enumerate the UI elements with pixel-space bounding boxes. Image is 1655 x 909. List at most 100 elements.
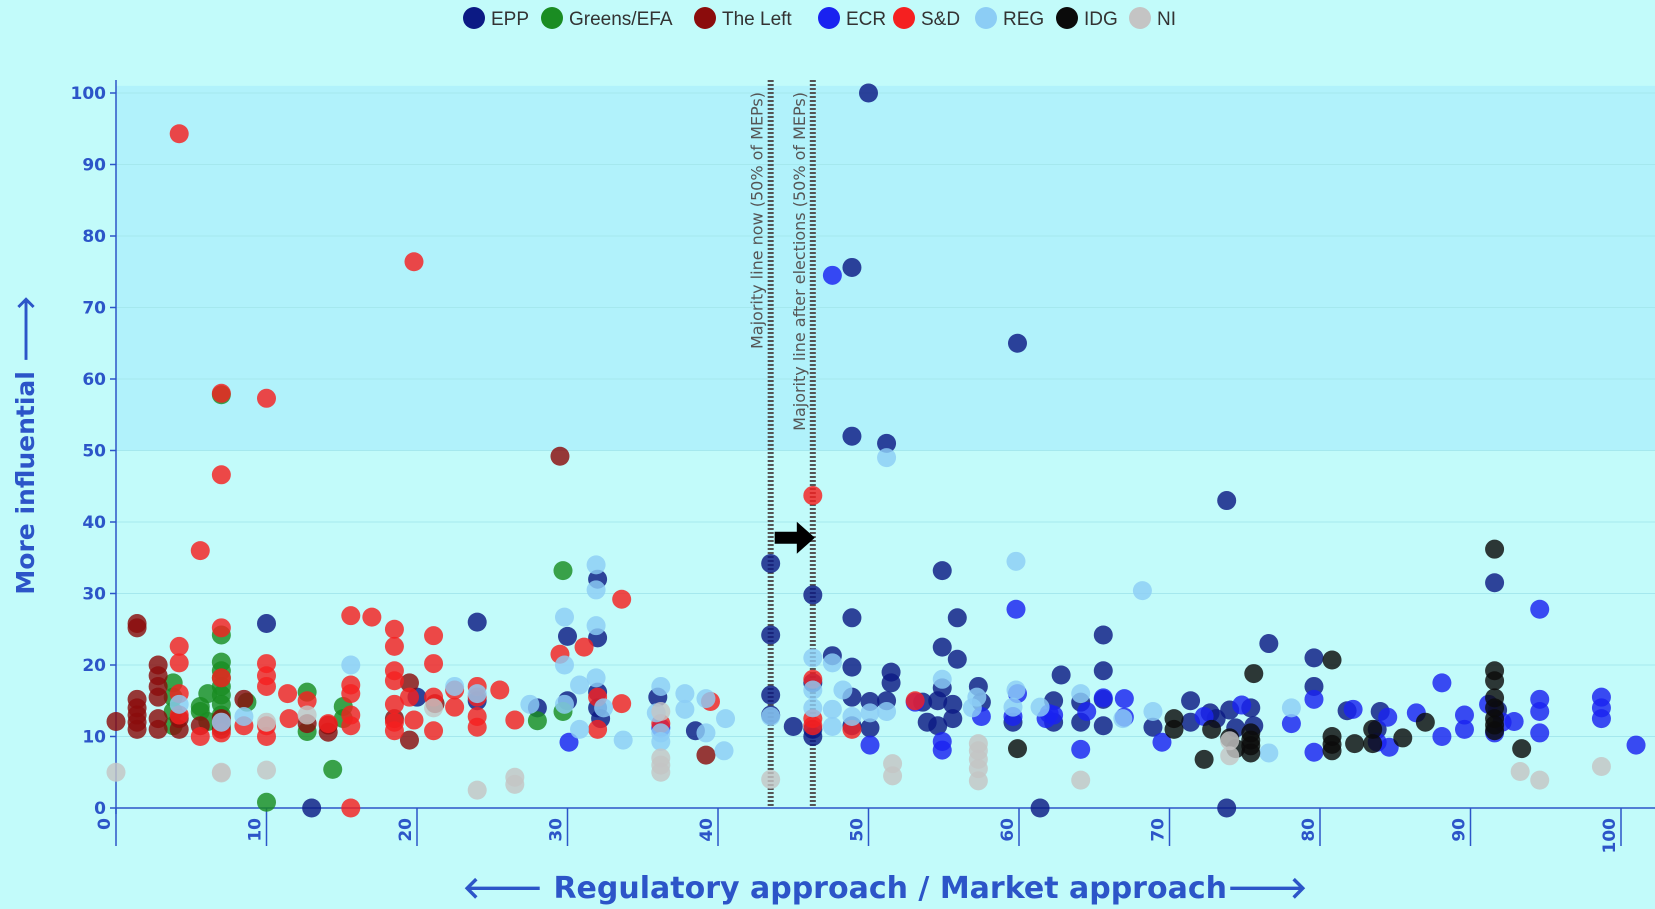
data-point[interactable] [169, 653, 189, 673]
data-point[interactable] [384, 721, 404, 741]
data-point[interactable] [833, 680, 853, 700]
data-point[interactable] [169, 719, 189, 739]
data-point[interactable] [554, 607, 574, 627]
data-point[interactable] [190, 727, 210, 746]
data-point[interactable] [761, 685, 781, 705]
data-point[interactable] [559, 732, 579, 752]
data-point[interactable] [570, 719, 590, 739]
data-point[interactable] [467, 684, 487, 704]
data-point[interactable] [553, 561, 573, 581]
data-point[interactable] [297, 691, 317, 711]
data-point[interactable] [1241, 736, 1261, 756]
data-point[interactable] [505, 710, 525, 730]
data-point[interactable] [1143, 717, 1163, 737]
data-point[interactable] [651, 732, 671, 752]
data-point[interactable] [1003, 697, 1023, 717]
data-point[interactable] [323, 759, 343, 779]
data-point[interactable] [211, 668, 231, 688]
data-point[interactable] [1363, 734, 1383, 754]
data-point[interactable] [1232, 695, 1252, 715]
data-point[interactable] [822, 653, 842, 673]
data-point[interactable] [1220, 746, 1240, 766]
data-point[interactable] [803, 680, 823, 700]
data-point[interactable] [190, 541, 210, 561]
data-point[interactable] [860, 718, 880, 738]
data-point[interactable] [1322, 741, 1342, 761]
data-point[interactable] [1304, 689, 1324, 709]
data-point[interactable] [1071, 739, 1091, 759]
data-point[interactable] [1304, 648, 1324, 668]
data-point[interactable] [148, 687, 168, 707]
data-point[interactable] [1071, 684, 1091, 704]
legend-item-ecr[interactable]: ECR [818, 7, 886, 30]
data-point[interactable] [947, 608, 967, 628]
data-point[interactable] [424, 626, 444, 646]
data-point[interactable] [932, 637, 952, 657]
data-point[interactable] [842, 608, 862, 628]
data-point[interactable] [234, 706, 254, 726]
legend-item-reg[interactable]: REG [975, 7, 1044, 30]
data-point[interactable] [803, 585, 823, 605]
data-point[interactable] [716, 709, 736, 729]
data-point[interactable] [1512, 739, 1532, 759]
data-point[interactable] [1194, 749, 1214, 769]
data-point[interactable] [399, 730, 419, 750]
data-point[interactable] [842, 657, 862, 677]
data-point[interactable] [1432, 673, 1452, 693]
data-point[interactable] [520, 694, 540, 714]
data-point[interactable] [424, 721, 444, 741]
data-point[interactable] [554, 655, 574, 675]
data-point[interactable] [803, 716, 823, 736]
data-point[interactable] [947, 649, 967, 669]
data-point[interactable] [257, 760, 276, 780]
data-point[interactable] [943, 709, 963, 729]
data-point[interactable] [445, 676, 465, 696]
data-point[interactable] [341, 655, 361, 675]
data-point[interactable] [594, 698, 614, 718]
legend-item-epp[interactable]: EPP [463, 7, 529, 30]
data-point[interactable] [877, 448, 897, 468]
data-point[interactable] [1030, 798, 1050, 818]
data-point[interactable] [278, 684, 298, 704]
data-point[interactable] [1454, 705, 1474, 725]
data-point[interactable] [341, 684, 361, 704]
data-point[interactable] [211, 712, 231, 732]
data-point[interactable] [467, 717, 487, 737]
data-point[interactable] [279, 709, 299, 729]
data-point[interactable] [1485, 671, 1505, 691]
data-point[interactable] [1345, 734, 1365, 754]
data-point[interactable] [1071, 770, 1091, 790]
data-point[interactable] [1152, 732, 1172, 752]
data-point[interactable] [297, 705, 317, 725]
data-point[interactable] [968, 771, 988, 791]
data-point[interactable] [341, 798, 361, 818]
data-point[interactable] [859, 83, 878, 103]
data-point[interactable] [761, 625, 781, 645]
data-point[interactable] [1510, 762, 1530, 782]
data-point[interactable] [1093, 716, 1113, 736]
data-point[interactable] [651, 762, 671, 782]
data-point[interactable] [1132, 581, 1152, 601]
data-point[interactable] [384, 694, 404, 714]
data-point[interactable] [932, 669, 952, 689]
data-point[interactable] [341, 716, 361, 736]
data-point[interactable] [1051, 665, 1071, 685]
data-point[interactable] [302, 798, 322, 818]
data-point[interactable] [932, 740, 952, 760]
data-point[interactable] [860, 735, 880, 755]
data-point[interactable] [675, 684, 695, 704]
data-point[interactable] [1006, 551, 1026, 571]
data-point[interactable] [842, 706, 862, 726]
data-point[interactable] [424, 654, 444, 674]
data-point[interactable] [1217, 798, 1237, 818]
data-point[interactable] [234, 689, 254, 709]
data-point[interactable] [1454, 719, 1474, 739]
legend-item-the-left[interactable]: The Left [694, 7, 792, 30]
data-point[interactable] [803, 486, 823, 506]
data-point[interactable] [613, 730, 633, 750]
data-point[interactable] [404, 252, 424, 272]
data-point[interactable] [822, 699, 842, 719]
data-point[interactable] [1504, 711, 1524, 731]
data-point[interactable] [1093, 661, 1113, 681]
data-point[interactable] [1281, 714, 1301, 734]
